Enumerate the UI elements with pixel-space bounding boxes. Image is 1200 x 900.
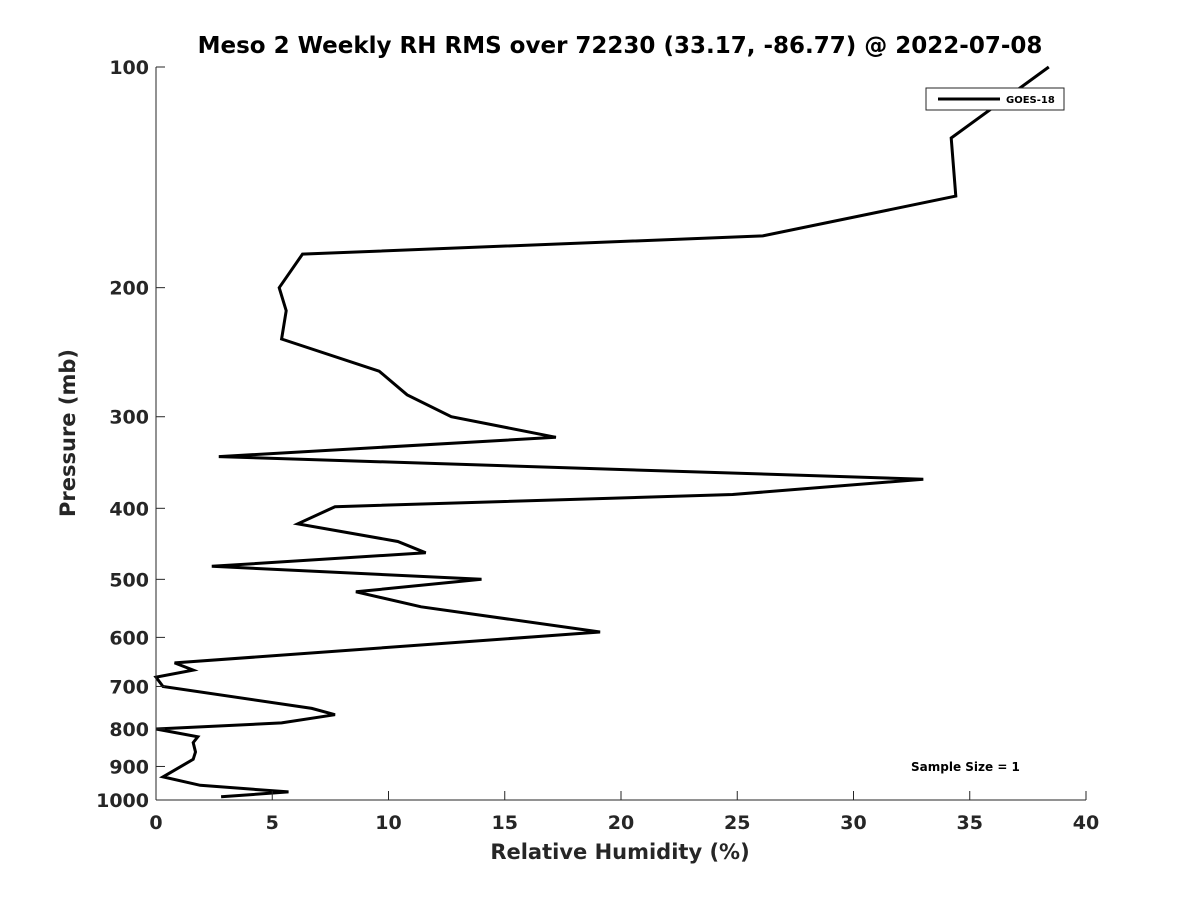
y-axis-label: Pressure (mb): [56, 349, 80, 517]
legend: GOES-18: [925, 87, 1065, 111]
y-tick-label: 900: [109, 756, 149, 778]
y-tick-label: 1000: [96, 790, 149, 812]
x-tick-label: 40: [1073, 812, 1099, 834]
x-tick-label: 30: [840, 812, 866, 834]
x-tick-label: 35: [957, 812, 983, 834]
plot-series-layer: [153, 65, 1050, 799]
series-line-goes-18: [153, 65, 1050, 799]
y-tick-label: 200: [109, 278, 149, 300]
x-tick-label: 0: [149, 812, 162, 834]
y-axis-ticks: 100 200 300 400 500 600 700 800 900 1000: [96, 57, 165, 812]
x-tick-label: 20: [608, 812, 634, 834]
x-tick-label: 10: [375, 812, 401, 834]
y-tick-label: 400: [109, 498, 149, 520]
x-tick-label: 5: [266, 812, 279, 834]
sample-size-annotation: Sample Size = 1: [911, 760, 1020, 774]
y-tick-label: 600: [109, 627, 149, 649]
chart-title: Meso 2 Weekly RH RMS over 72230 (33.17, …: [198, 33, 1043, 59]
y-tick-label: 500: [109, 569, 149, 591]
plot-axes: [155, 67, 1086, 801]
y-tick-label: 700: [109, 676, 149, 698]
legend-label-goes-18: GOES-18: [1006, 95, 1055, 106]
x-axis-ticks: 0 5 10 15 20 25 30 35 40: [149, 791, 1099, 834]
y-tick-label: 300: [109, 407, 149, 429]
x-tick-label: 25: [724, 812, 750, 834]
x-axis-label: Relative Humidity (%): [490, 840, 749, 864]
y-tick-label: 100: [109, 57, 149, 79]
y-tick-label: 800: [109, 719, 149, 741]
x-tick-label: 15: [492, 812, 518, 834]
